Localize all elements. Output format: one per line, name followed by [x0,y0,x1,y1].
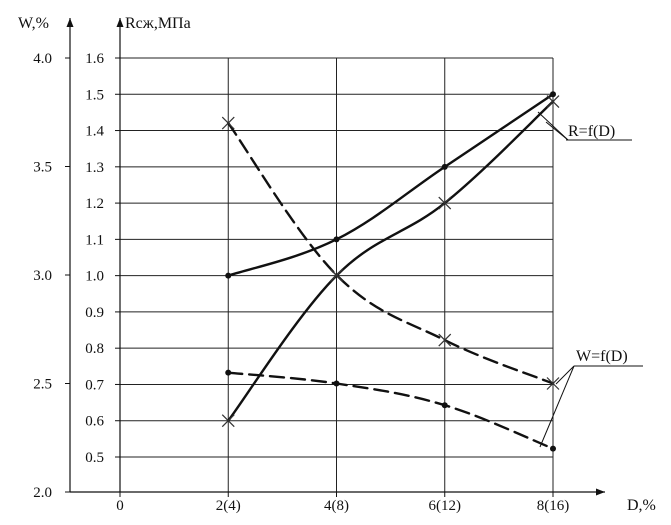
x-marker [546,95,560,108]
x-tick-label: 2(4) [216,498,241,514]
r-tick-label: 1.6 [85,51,104,67]
x-marker [221,414,235,428]
r-tick-label: 1.3 [85,160,104,176]
w-axis-arrow [66,18,74,27]
x-marker [330,268,343,282]
w-callout-label: W=f(D) [576,348,628,365]
x-tick-label: 4(8) [324,498,349,514]
r-axis-arrow [116,18,124,27]
w-tick-label: 4.0 [33,51,52,67]
r-axis-label: Rсж,МПа [125,15,191,32]
x-axis-arrow [596,488,605,496]
axes [66,18,605,496]
w-tick-label: 3.0 [33,268,52,284]
series-lines [227,93,555,450]
dot-marker [441,402,448,409]
w-tick-label: 2.0 [33,485,52,501]
series-line-1 [227,100,555,422]
series-line-0 [227,93,555,277]
x-marker [221,116,235,130]
x-axis-label: D,% [627,497,656,514]
dot-marker [225,369,232,376]
x-tick-label: 8(16) [537,498,570,514]
r-tick-label: 0.7 [85,377,104,393]
w-axis-label: W,% [18,15,49,32]
r-tick-label: 1.1 [85,232,104,248]
x-marker-stroke [221,414,235,428]
r-tick-label: 0.9 [85,305,104,321]
x-tick-label: 6(12) [429,498,462,514]
dot-marker [550,445,556,452]
dot-marker [333,380,340,387]
r-tick-label: 1.4 [85,124,104,140]
w-callout-leader [555,365,575,385]
tick-labels: W,% Rсж,МПа D,% 0.5 0.6 0.7 0.8 0.9 1.0 1.1 1.2 1.3… [18,15,656,514]
x-marker-stroke [438,196,452,210]
r-callout-leader [545,121,569,141]
w-tick-label: 2.5 [33,377,52,393]
w-callout-leader [539,365,575,448]
x-marker-stroke [438,333,452,347]
callouts: R=f(D) W=f(D) [537,111,643,448]
dot-marker [333,236,340,243]
x-marker [438,333,452,347]
r-callout-label: R=f(D) [568,123,615,140]
r-tick-label: 1.2 [85,196,104,212]
x-marker [438,196,452,210]
x-tick-label: 0 [116,498,124,514]
series-line-3 [227,371,555,450]
r-tick-label: 0.8 [85,341,104,357]
w-tick-label: 3.5 [33,160,52,176]
r-tick-label: 1.0 [85,269,104,285]
r-tick-label: 0.5 [85,450,104,466]
dot-marker [225,272,232,279]
x-marker [546,377,560,390]
dot-marker [441,163,448,170]
x-marker-stroke [546,377,560,390]
x-marker-stroke [546,95,560,108]
dot-marker [550,91,556,98]
series-line-2 [227,121,555,385]
r-tick-label: 0.6 [85,414,104,430]
x-marker-stroke [221,116,235,130]
series-markers [221,91,560,452]
r-tick-label: 1.5 [85,87,104,103]
x-marker-stroke [330,268,343,282]
